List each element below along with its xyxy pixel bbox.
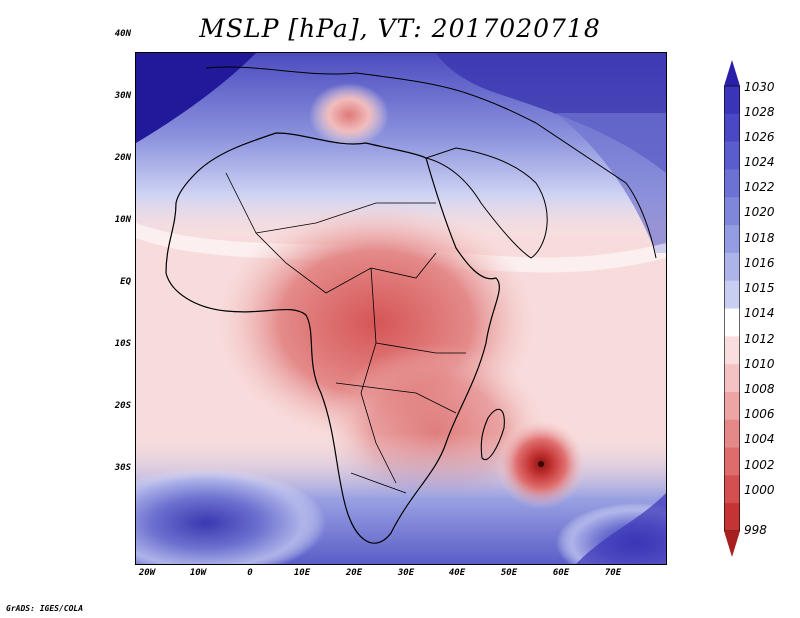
lat-label-40n: 40N [114, 29, 131, 39]
pressure-map [135, 52, 667, 565]
colorbar-label-1030: 1030 [744, 80, 775, 94]
lon-label-40e: 40E [448, 568, 466, 578]
colorbar-label-1018: 1018 [744, 231, 775, 245]
lon-label-10e: 10E [293, 568, 311, 578]
lon-label-10w: 10W [189, 568, 207, 578]
colorbar-label-1004: 1004 [744, 432, 775, 446]
colorbar-segment [724, 391, 740, 421]
colorbar-label-1014: 1014 [744, 306, 775, 320]
colorbar-label-1012: 1012 [744, 332, 775, 346]
lat-label-10n: 10N [114, 215, 131, 225]
colorbar-label-1024: 1024 [744, 155, 775, 169]
pressure-field [136, 53, 666, 564]
colorbar-segment [724, 86, 740, 115]
colorbar-segment [724, 225, 740, 254]
lat-label-20s: 20S [114, 401, 131, 411]
colorbar-segment [724, 169, 740, 198]
lon-label-70e: 70E [604, 568, 622, 578]
colorbar-label-1006: 1006 [744, 407, 775, 421]
colorbar-label-1010: 1010 [744, 357, 775, 371]
colorbar-label-1020: 1020 [744, 205, 775, 219]
grads-credit: GrADS: IGES/COLA [6, 604, 84, 613]
lon-label-20w: 20W [138, 568, 156, 578]
colorbar-segment [724, 113, 740, 143]
lon-label-50e: 50E [500, 568, 518, 578]
lon-label-60e: 60E [552, 568, 570, 578]
lat-label-eq: EQ [120, 277, 131, 287]
colorbar-label-1002: 1002 [744, 458, 775, 472]
colorbar-label-1016: 1016 [744, 256, 775, 270]
colorbar-segment [724, 475, 740, 504]
lat-label-30n: 30N [114, 91, 131, 101]
lon-label-30e: 30E [397, 568, 415, 578]
colorbar-segment [724, 252, 740, 282]
map-title: MSLP [hPa], VT: 2017020718 [199, 14, 601, 43]
colorbar-bottom-arrow [724, 531, 740, 557]
colorbar [724, 60, 740, 557]
colorbar-segment [724, 336, 740, 365]
colorbar-segment [724, 141, 740, 170]
colorbar-label-1008: 1008 [744, 382, 775, 396]
lat-label-10s: 10S [114, 339, 131, 349]
colorbar-segment [724, 197, 740, 226]
colorbar-segment [724, 308, 740, 337]
lat-label-20n: 20N [114, 153, 131, 163]
colorbar-segment [724, 364, 740, 393]
colorbar-label-1022: 1022 [744, 180, 775, 194]
colorbar-segment [724, 280, 740, 309]
lon-label-20e: 20E [345, 568, 363, 578]
colorbar-segment [724, 503, 740, 532]
lon-label-0: 0 [247, 568, 253, 578]
colorbar-label-1026: 1026 [744, 130, 775, 144]
colorbar-label-1028: 1028 [744, 105, 775, 119]
colorbar-segment [724, 447, 740, 476]
colorbar-label-1015: 1015 [744, 281, 775, 295]
colorbar-label-1000: 1000 [744, 483, 775, 497]
colorbar-segment [724, 419, 740, 449]
colorbar-top-arrow [724, 60, 740, 86]
lat-label-30s: 30S [114, 463, 131, 473]
colorbar-label-998: 998 [744, 523, 767, 537]
